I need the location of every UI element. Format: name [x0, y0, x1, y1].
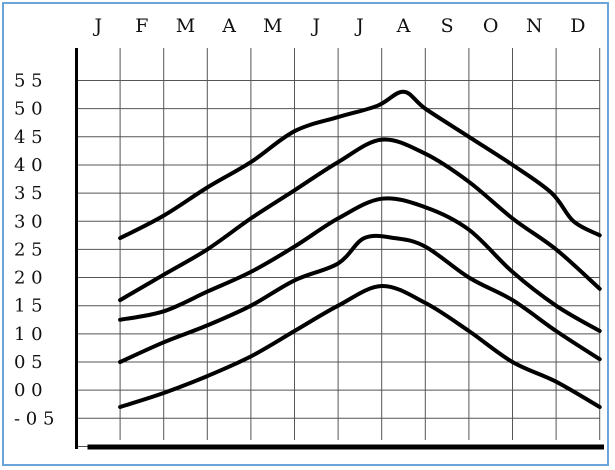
- y-tick-label: 2 0: [14, 268, 43, 289]
- series-lines: [118, 89, 602, 409]
- month-label: F: [135, 15, 148, 37]
- y-tick-label: 1 0: [14, 324, 43, 345]
- series-line-2: [118, 137, 602, 303]
- y-axis-ticks: 5 5 5 0 4 5 4 0 3 5 3 0 2 5 2 0 1 5 1 0 0 5 0 0 - 0 …: [14, 71, 54, 430]
- series-line-5: [118, 283, 602, 409]
- axes: [75, 48, 604, 450]
- y-tick-label: 3 5: [14, 183, 43, 204]
- chart-frame: [2, 2, 609, 466]
- series-line-3: [118, 196, 602, 333]
- y-tick-label: 1 5: [14, 296, 43, 317]
- y-tick-label: 3 0: [14, 211, 43, 232]
- y-tick-label: 4 5: [14, 127, 43, 148]
- y-tick-label: 5 5: [14, 71, 43, 92]
- month-label: A: [221, 15, 236, 37]
- month-label: N: [526, 15, 543, 37]
- y-tick-label: - 0 5: [14, 408, 54, 429]
- month-label: S: [441, 15, 454, 37]
- y-tick-label: 5 0: [14, 99, 43, 120]
- y-tick-label: 0 5: [14, 352, 43, 373]
- y-tick-label: 0 0: [14, 380, 43, 401]
- month-label: J: [310, 15, 320, 37]
- month-label: M: [176, 15, 195, 37]
- series-line-4: [118, 233, 602, 364]
- month-label: A: [396, 15, 411, 37]
- y-tick-label: 4 0: [14, 155, 43, 176]
- month-label: J: [354, 15, 364, 37]
- series-line-1: [118, 89, 602, 241]
- month-label: M: [263, 15, 282, 37]
- month-label: J: [92, 15, 102, 37]
- month-label: D: [570, 15, 585, 37]
- month-label: O: [483, 15, 499, 37]
- grid: [76, 48, 601, 447]
- y-tick-label: 2 5: [14, 239, 43, 260]
